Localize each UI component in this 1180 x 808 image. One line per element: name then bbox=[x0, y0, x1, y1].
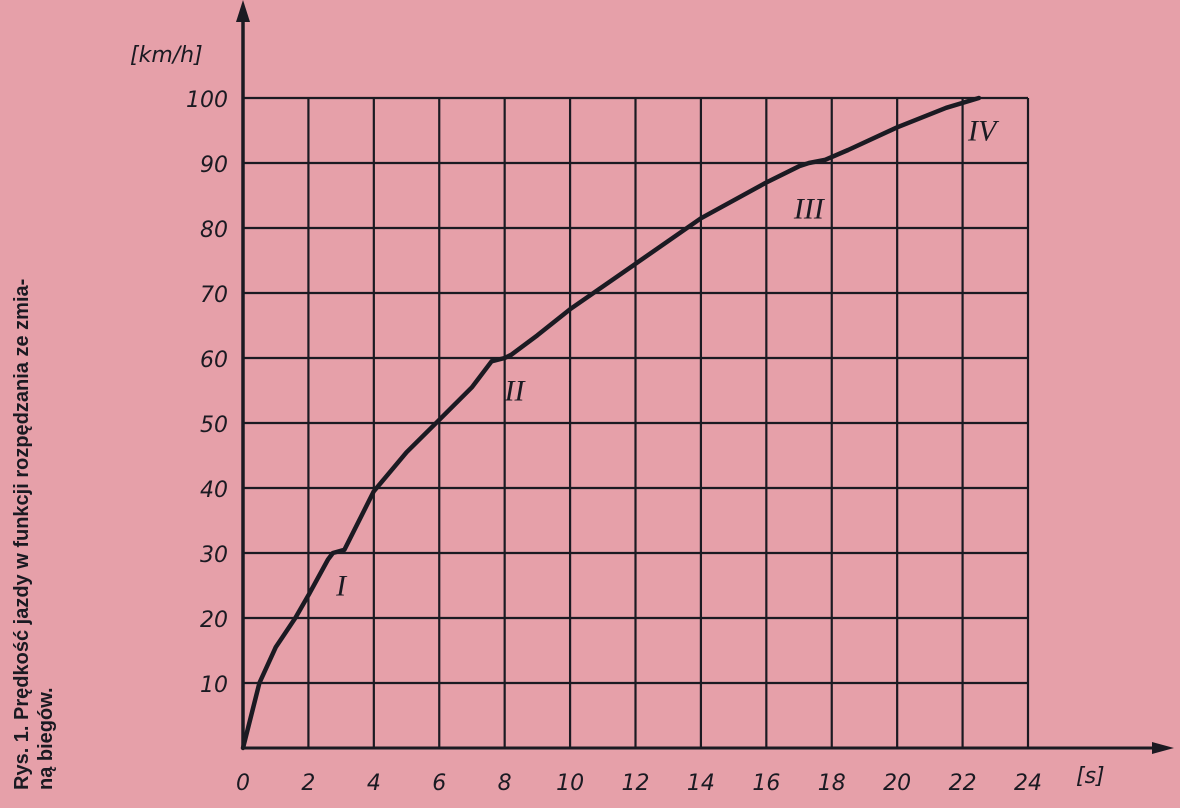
x-tick-label: 0 bbox=[236, 771, 250, 796]
x-tick-label: 4 bbox=[367, 771, 381, 796]
y-axis-arrow bbox=[236, 0, 250, 22]
gear-label: IV bbox=[967, 115, 1000, 148]
x-tick-label: 12 bbox=[622, 771, 650, 796]
x-tick-label: 8 bbox=[498, 771, 512, 796]
y-tick-label: 80 bbox=[200, 218, 228, 243]
y-tick-label: 40 bbox=[200, 478, 228, 503]
x-tick-label: 22 bbox=[949, 771, 977, 796]
x-axis-label: [s] bbox=[1076, 764, 1105, 789]
y-tick-label: 50 bbox=[200, 413, 228, 438]
axes bbox=[236, 0, 1174, 754]
tick-labels: 0 2 4 6 8 10 12 14 16 18 20 22 241020304050607080901… bbox=[186, 88, 1042, 796]
y-axis-label: [km/h] bbox=[130, 43, 203, 68]
x-tick-label: 18 bbox=[818, 771, 846, 796]
x-tick-label: 2 bbox=[301, 771, 315, 796]
y-tick-label: 90 bbox=[200, 153, 228, 178]
y-tick-label: 10 bbox=[200, 673, 228, 698]
gear-label: III bbox=[793, 193, 826, 226]
y-tick-label: 60 bbox=[200, 348, 228, 373]
x-tick-label: 20 bbox=[883, 771, 911, 796]
grid bbox=[243, 96, 1030, 748]
speed-curve bbox=[240, 95, 982, 751]
x-tick-label: 14 bbox=[687, 771, 715, 796]
y-tick-label: 20 bbox=[200, 608, 228, 633]
x-tick-label: 24 bbox=[1014, 771, 1042, 796]
y-tick-label: 70 bbox=[200, 283, 228, 308]
gear-label: II bbox=[503, 375, 526, 408]
y-tick-label: 30 bbox=[200, 543, 228, 568]
x-tick-label: 6 bbox=[432, 771, 446, 796]
x-tick-label: 10 bbox=[556, 771, 584, 796]
y-tick-label: 100 bbox=[186, 88, 228, 113]
gear-label: I bbox=[335, 570, 348, 603]
x-axis-arrow bbox=[1152, 742, 1174, 754]
x-tick-label: 16 bbox=[752, 771, 780, 796]
